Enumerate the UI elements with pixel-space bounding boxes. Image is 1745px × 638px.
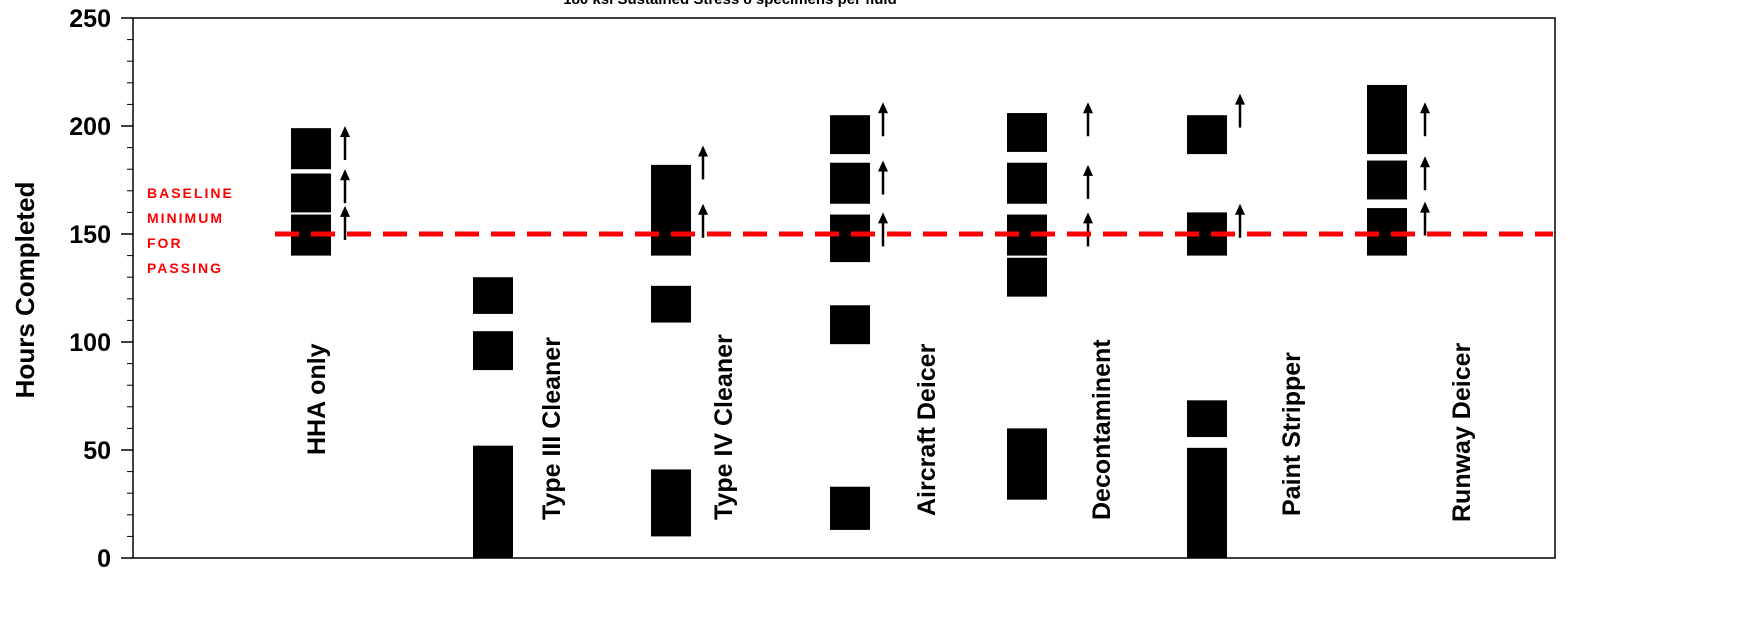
specimen-block — [830, 305, 870, 345]
specimen-block — [291, 128, 331, 170]
runout-arrowhead — [340, 169, 350, 181]
y-tick-label: 200 — [69, 113, 111, 141]
specimen-block — [1007, 257, 1047, 297]
category-label: Decontaminent — [1088, 339, 1116, 520]
runout-arrowhead — [1420, 102, 1430, 114]
category-label: Aircraft Deicer — [913, 343, 941, 516]
specimen-block — [1007, 162, 1047, 204]
specimen-block — [651, 285, 691, 323]
baseline-label: FOR — [147, 235, 183, 251]
specimen-block — [1367, 84, 1407, 155]
plot-frame — [132, 17, 1556, 559]
specimen-block — [1187, 115, 1227, 155]
runout-arrowhead — [878, 160, 888, 172]
y-tick-label: 50 — [83, 437, 111, 465]
category-label: Runway Deicer — [1448, 342, 1476, 522]
y-axis-label: Hours Completed — [10, 182, 40, 399]
specimen-block — [651, 164, 691, 256]
runout-arrowhead — [340, 205, 350, 217]
specimen-block — [830, 486, 870, 530]
runout-arrowhead — [1420, 201, 1430, 213]
y-tick-label: 100 — [69, 329, 111, 357]
runout-arrowhead — [1083, 212, 1093, 224]
runout-arrowhead — [1235, 203, 1245, 215]
chart-title: 180 ksi Sustained Stress 8 specimens per… — [563, 0, 896, 8]
specimen-block — [473, 331, 513, 371]
category-label: Paint Stripper — [1278, 352, 1306, 516]
specimen-block — [291, 173, 331, 213]
specimen-block — [651, 469, 691, 537]
y-tick-label: 0 — [97, 545, 111, 573]
y-tick-label: 250 — [69, 5, 111, 33]
category-label: HHA only — [303, 343, 331, 455]
runout-arrowhead — [878, 102, 888, 114]
runout-arrowhead — [1083, 164, 1093, 176]
specimen-block — [1007, 113, 1047, 152]
runout-arrowhead — [1420, 156, 1430, 168]
specimen-block — [1187, 447, 1227, 558]
runout-arrowhead — [698, 145, 708, 157]
runout-arrowhead — [698, 203, 708, 215]
specimen-block — [830, 115, 870, 155]
baseline-label: PASSING — [147, 260, 223, 276]
specimen-block — [1367, 160, 1407, 200]
specimen-block — [473, 445, 513, 558]
specimen-block — [830, 214, 870, 263]
runout-arrowhead — [1235, 93, 1245, 105]
runout-arrowhead — [340, 126, 350, 137]
category-label: Type III Cleaner — [538, 337, 566, 520]
specimen-block — [1187, 400, 1227, 438]
specimen-block — [830, 162, 870, 204]
specimen-block — [1007, 428, 1047, 500]
runout-arrowhead — [878, 212, 888, 224]
baseline-label: BASELINE — [147, 185, 234, 201]
y-tick-label: 150 — [69, 221, 111, 249]
category-label: Type IV Cleaner — [710, 334, 738, 520]
runout-arrowhead — [1083, 102, 1093, 114]
specimen-block — [473, 277, 513, 314]
baseline-label: MINIMUM — [147, 210, 224, 226]
